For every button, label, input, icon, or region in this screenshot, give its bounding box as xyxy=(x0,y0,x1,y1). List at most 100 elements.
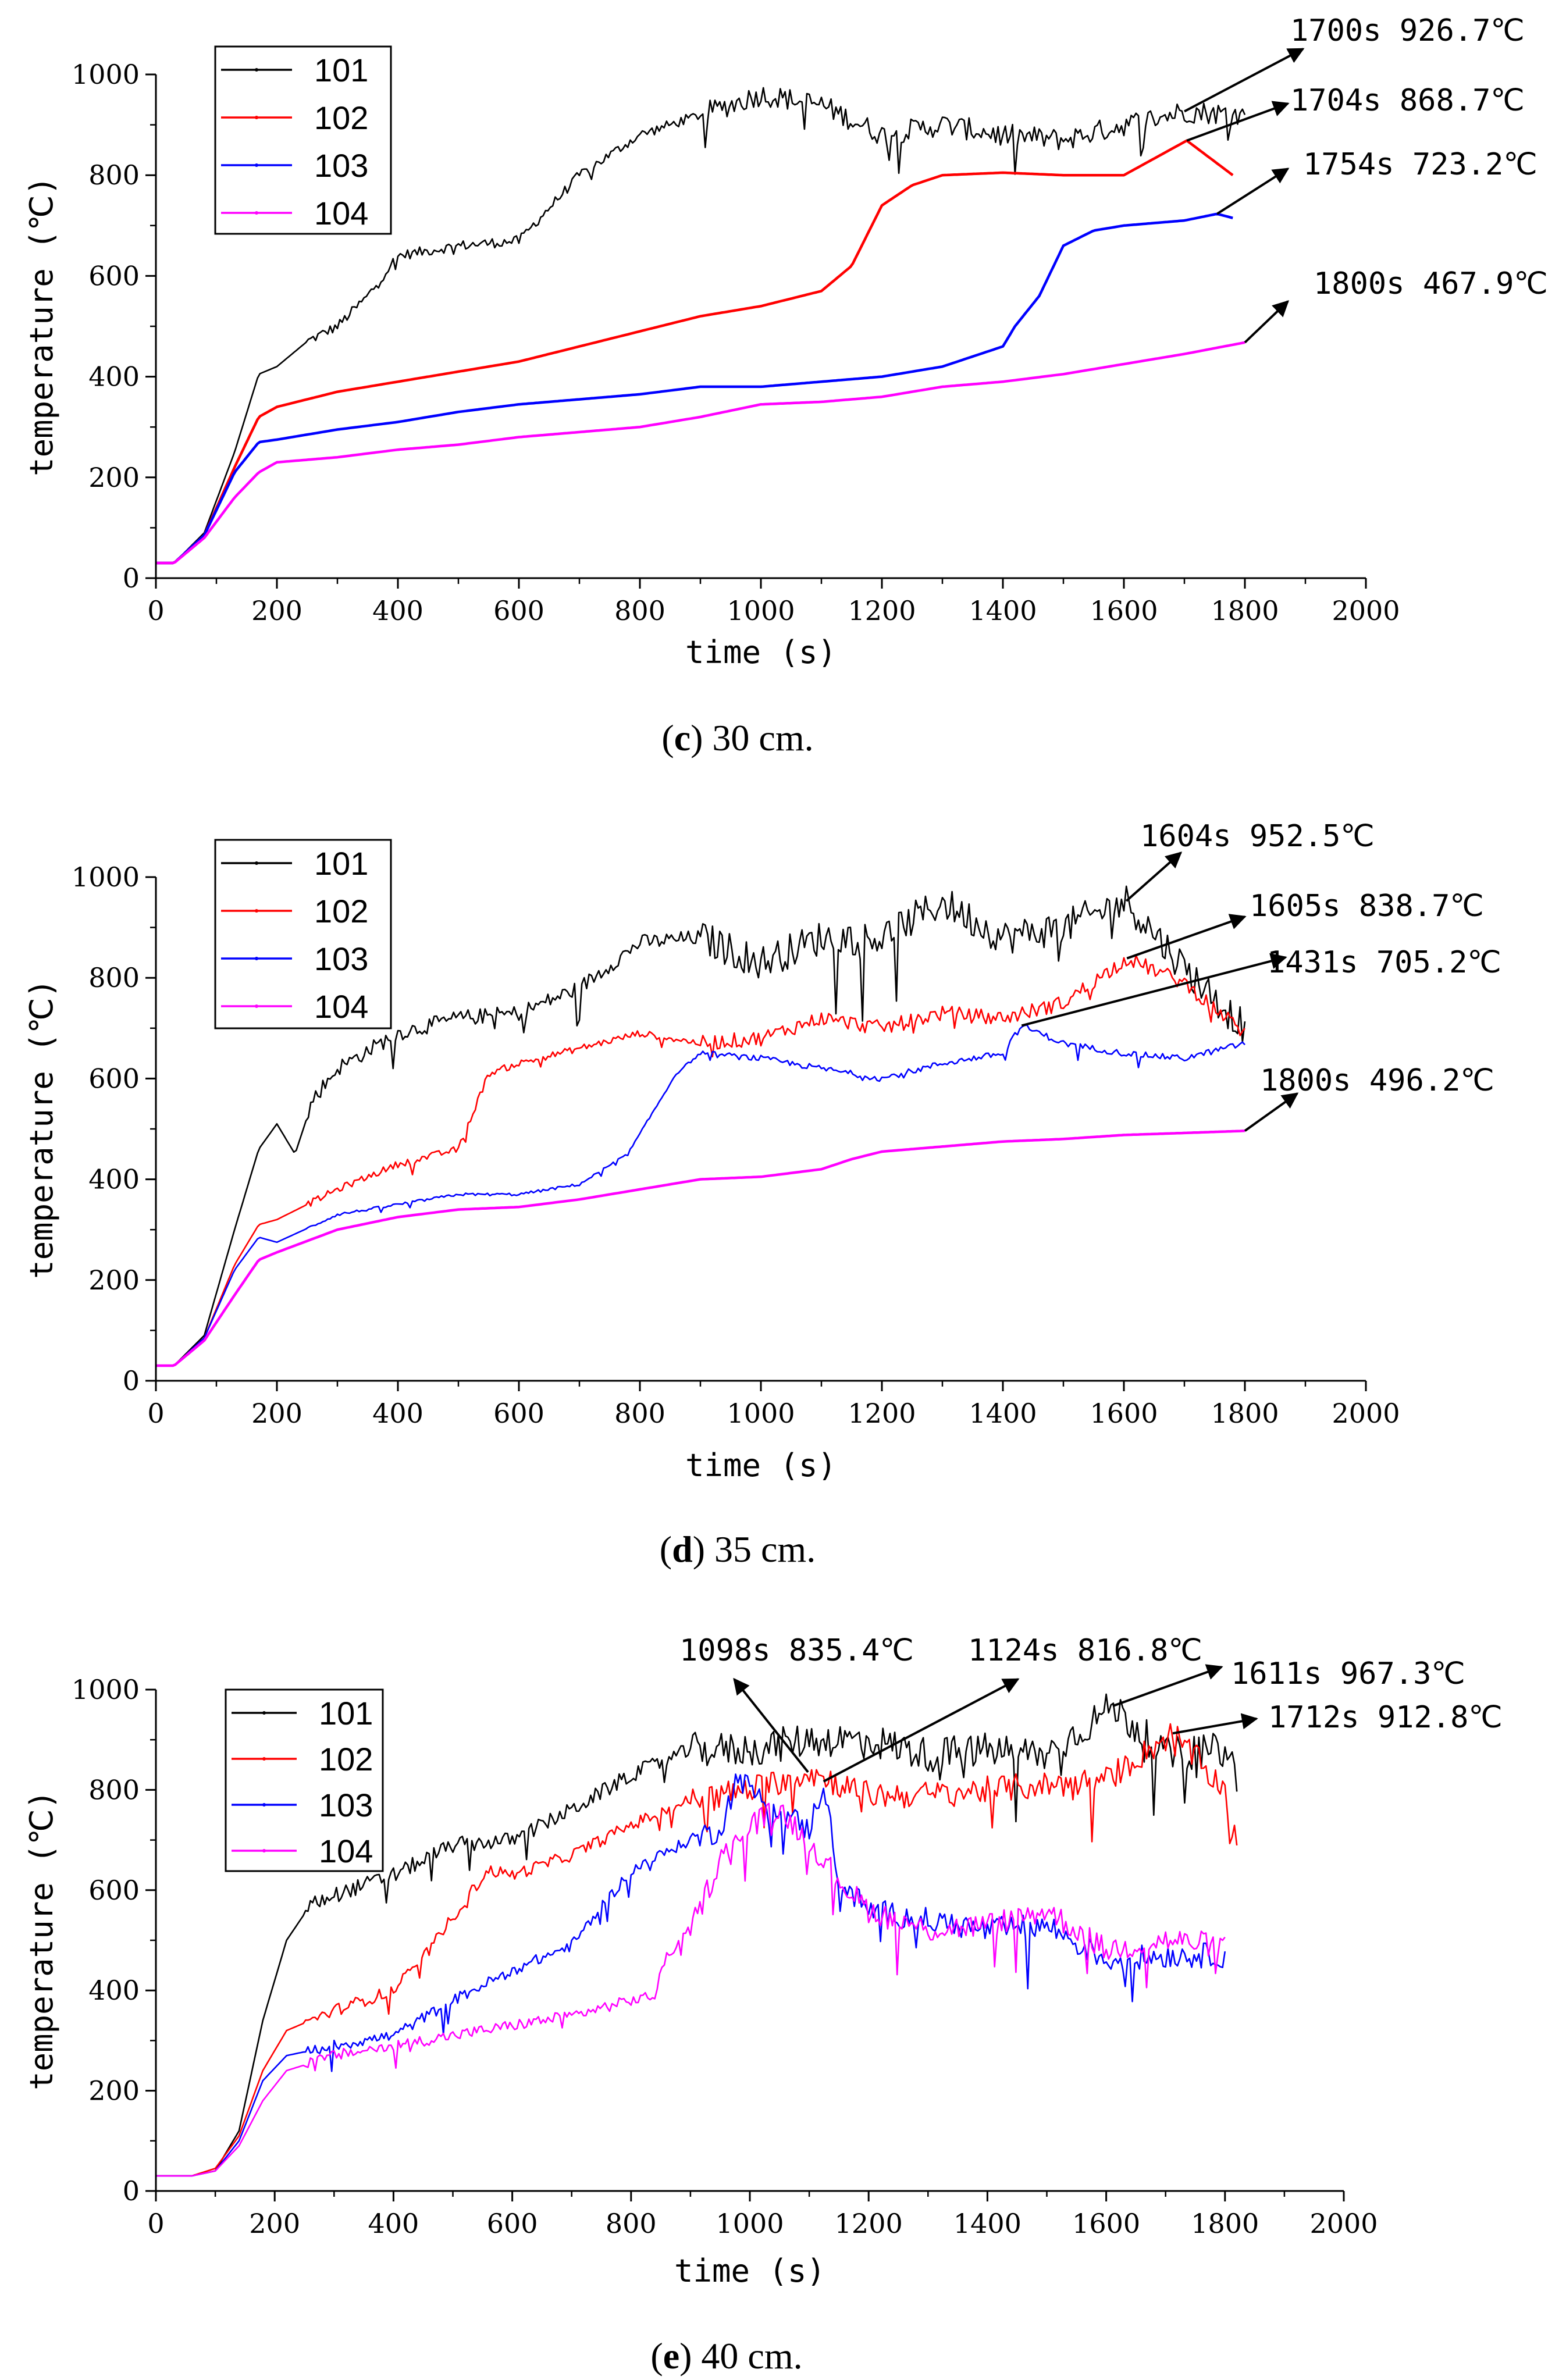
annotation-label: 1431s 705.2℃ xyxy=(1267,945,1501,980)
series-line-104 xyxy=(156,341,1245,565)
annotation-label: 1800s 467.9℃ xyxy=(1314,266,1548,301)
caption-paren-open: ( xyxy=(650,2335,663,2377)
caption-paren-open: ( xyxy=(661,717,674,758)
x-tick-label: 400 xyxy=(372,595,423,626)
x-tick-label: 1000 xyxy=(716,2208,784,2239)
x-tick-label: 400 xyxy=(368,2208,419,2239)
series-line-102 xyxy=(156,1723,1238,2177)
annotation-label: 1605s 838.7℃ xyxy=(1250,889,1484,924)
x-tick-label: 600 xyxy=(493,1398,544,1429)
x-tick-label: 200 xyxy=(249,2208,300,2239)
legend-label-104: 104 xyxy=(314,988,368,1025)
annotation-label: 1124s 816.8℃ xyxy=(968,1633,1202,1668)
annotation-arrow xyxy=(1244,1092,1299,1132)
legend-label-101: 101 xyxy=(314,845,368,882)
x-tick-label: 0 xyxy=(147,2208,164,2239)
legend: 101 102 103 104 xyxy=(214,45,392,235)
x-tick-label: 2000 xyxy=(1332,595,1400,626)
legend-label-101: 101 xyxy=(314,52,368,88)
y-tick-label: 800 xyxy=(88,159,140,191)
y-tick-label: 1000 xyxy=(72,861,140,893)
x-tick-label: 1400 xyxy=(969,1398,1037,1429)
y-axis-label: temperature (℃) xyxy=(23,176,60,476)
legend-marker-102 xyxy=(255,116,258,119)
x-tick-label: 1200 xyxy=(835,2208,903,2239)
y-axis-label: temperature (℃) xyxy=(23,979,60,1279)
legend-box xyxy=(214,45,392,235)
y-tick-label: 200 xyxy=(88,2075,140,2107)
annotation-arrow xyxy=(1186,101,1290,142)
legend-label-103: 103 xyxy=(314,147,368,184)
panel-caption: (d) 35 cm. xyxy=(660,1529,816,1570)
x-tick-label: 0 xyxy=(147,1398,164,1429)
caption-text: ) 40 cm. xyxy=(679,2335,803,2377)
legend-box xyxy=(214,839,392,1029)
legend-marker-103 xyxy=(255,957,258,960)
legend-marker-101 xyxy=(255,68,258,72)
chart-panel-c: 0 200 400 600 800 1000 1200 1400 1600 1800 2000 0 20… xyxy=(23,13,1548,758)
y-tick-label: 1000 xyxy=(72,59,140,90)
x-axis-label: time (s) xyxy=(685,1447,837,1484)
series-line-103 xyxy=(156,1773,1226,2177)
caption-letter: c xyxy=(674,717,691,758)
caption-text: ) 35 cm. xyxy=(693,1529,816,1570)
series-line-104 xyxy=(156,1130,1245,1367)
legend-marker-102 xyxy=(255,909,258,913)
series-line-104 xyxy=(156,1802,1226,2177)
legend-label-102: 102 xyxy=(314,893,368,929)
annotation-label: 1700s 926.7℃ xyxy=(1290,13,1525,48)
x-tick-label: 1600 xyxy=(1072,2208,1140,2239)
legend-marker-104 xyxy=(255,211,258,215)
x-tick-label: 0 xyxy=(147,595,164,626)
y-axis-label: temperature (℃) xyxy=(23,1790,60,2090)
legend-marker-104 xyxy=(262,1849,266,1852)
legend-marker-104 xyxy=(255,1004,258,1008)
x-tick-label: 200 xyxy=(251,595,302,626)
y-tick-label: 400 xyxy=(88,361,140,393)
chart-panel-e: 0 200 400 600 800 1000 1200 1400 1600 1800 2000 0 20… xyxy=(23,1633,1503,2377)
legend-box xyxy=(225,1688,384,1872)
y-tick-label: 600 xyxy=(88,1063,140,1094)
legend-label-102: 102 xyxy=(314,99,368,136)
y-tick-label: 200 xyxy=(88,1264,140,1296)
annotation-arrow xyxy=(1216,168,1290,215)
chart-panel-d: 0 200 400 600 800 1000 1200 1400 1600 1800 2000 0 20… xyxy=(23,819,1501,1570)
annotation-arrow xyxy=(1244,300,1290,344)
y-tick-label: 800 xyxy=(88,1774,140,1805)
series-line-101 xyxy=(156,87,1246,564)
panel-caption: (c) 30 cm. xyxy=(661,717,813,758)
x-tick-label: 1200 xyxy=(848,595,916,626)
legend-marker-103 xyxy=(255,163,258,167)
annotation-arrow xyxy=(1126,914,1247,960)
legend-label-101: 101 xyxy=(319,1695,373,1731)
y-tick-label: 200 xyxy=(88,462,140,493)
caption-letter: d xyxy=(672,1529,693,1570)
x-tick-label: 800 xyxy=(606,2208,657,2239)
x-tick-label: 1400 xyxy=(969,595,1037,626)
legend-label-103: 103 xyxy=(319,1787,373,1823)
annotation-label: 1611s 967.3℃ xyxy=(1231,1656,1465,1691)
series-line-102 xyxy=(156,139,1234,565)
x-tick-label: 1800 xyxy=(1191,2208,1259,2239)
annotation-label: 1604s 952.5℃ xyxy=(1140,819,1375,854)
annotation-label: 1712s 912.8℃ xyxy=(1268,1700,1503,1735)
caption-paren-open: ( xyxy=(660,1529,672,1570)
annotation-arrow xyxy=(1184,48,1305,113)
annotation-arrow xyxy=(1172,1713,1258,1735)
annotation-label: 1098s 835.4℃ xyxy=(679,1633,914,1668)
y-tick-label: 0 xyxy=(123,1365,140,1396)
series-line-103 xyxy=(156,1024,1245,1367)
legend-label-104: 104 xyxy=(314,195,368,231)
x-tick-label: 800 xyxy=(614,595,665,626)
legend-label-104: 104 xyxy=(319,1833,373,1869)
legend: 101 102 103 104 xyxy=(214,839,392,1029)
legend-label-103: 103 xyxy=(314,940,368,977)
legend: 101 102 103 104 xyxy=(225,1688,384,1872)
x-tick-label: 2000 xyxy=(1309,2208,1378,2239)
x-tick-label: 1000 xyxy=(727,1398,795,1429)
annotation-arrow xyxy=(733,1677,809,1773)
panel-caption: (e) 40 cm. xyxy=(650,2335,802,2377)
caption-text: ) 30 cm. xyxy=(691,717,814,758)
x-tick-label: 400 xyxy=(372,1398,423,1429)
